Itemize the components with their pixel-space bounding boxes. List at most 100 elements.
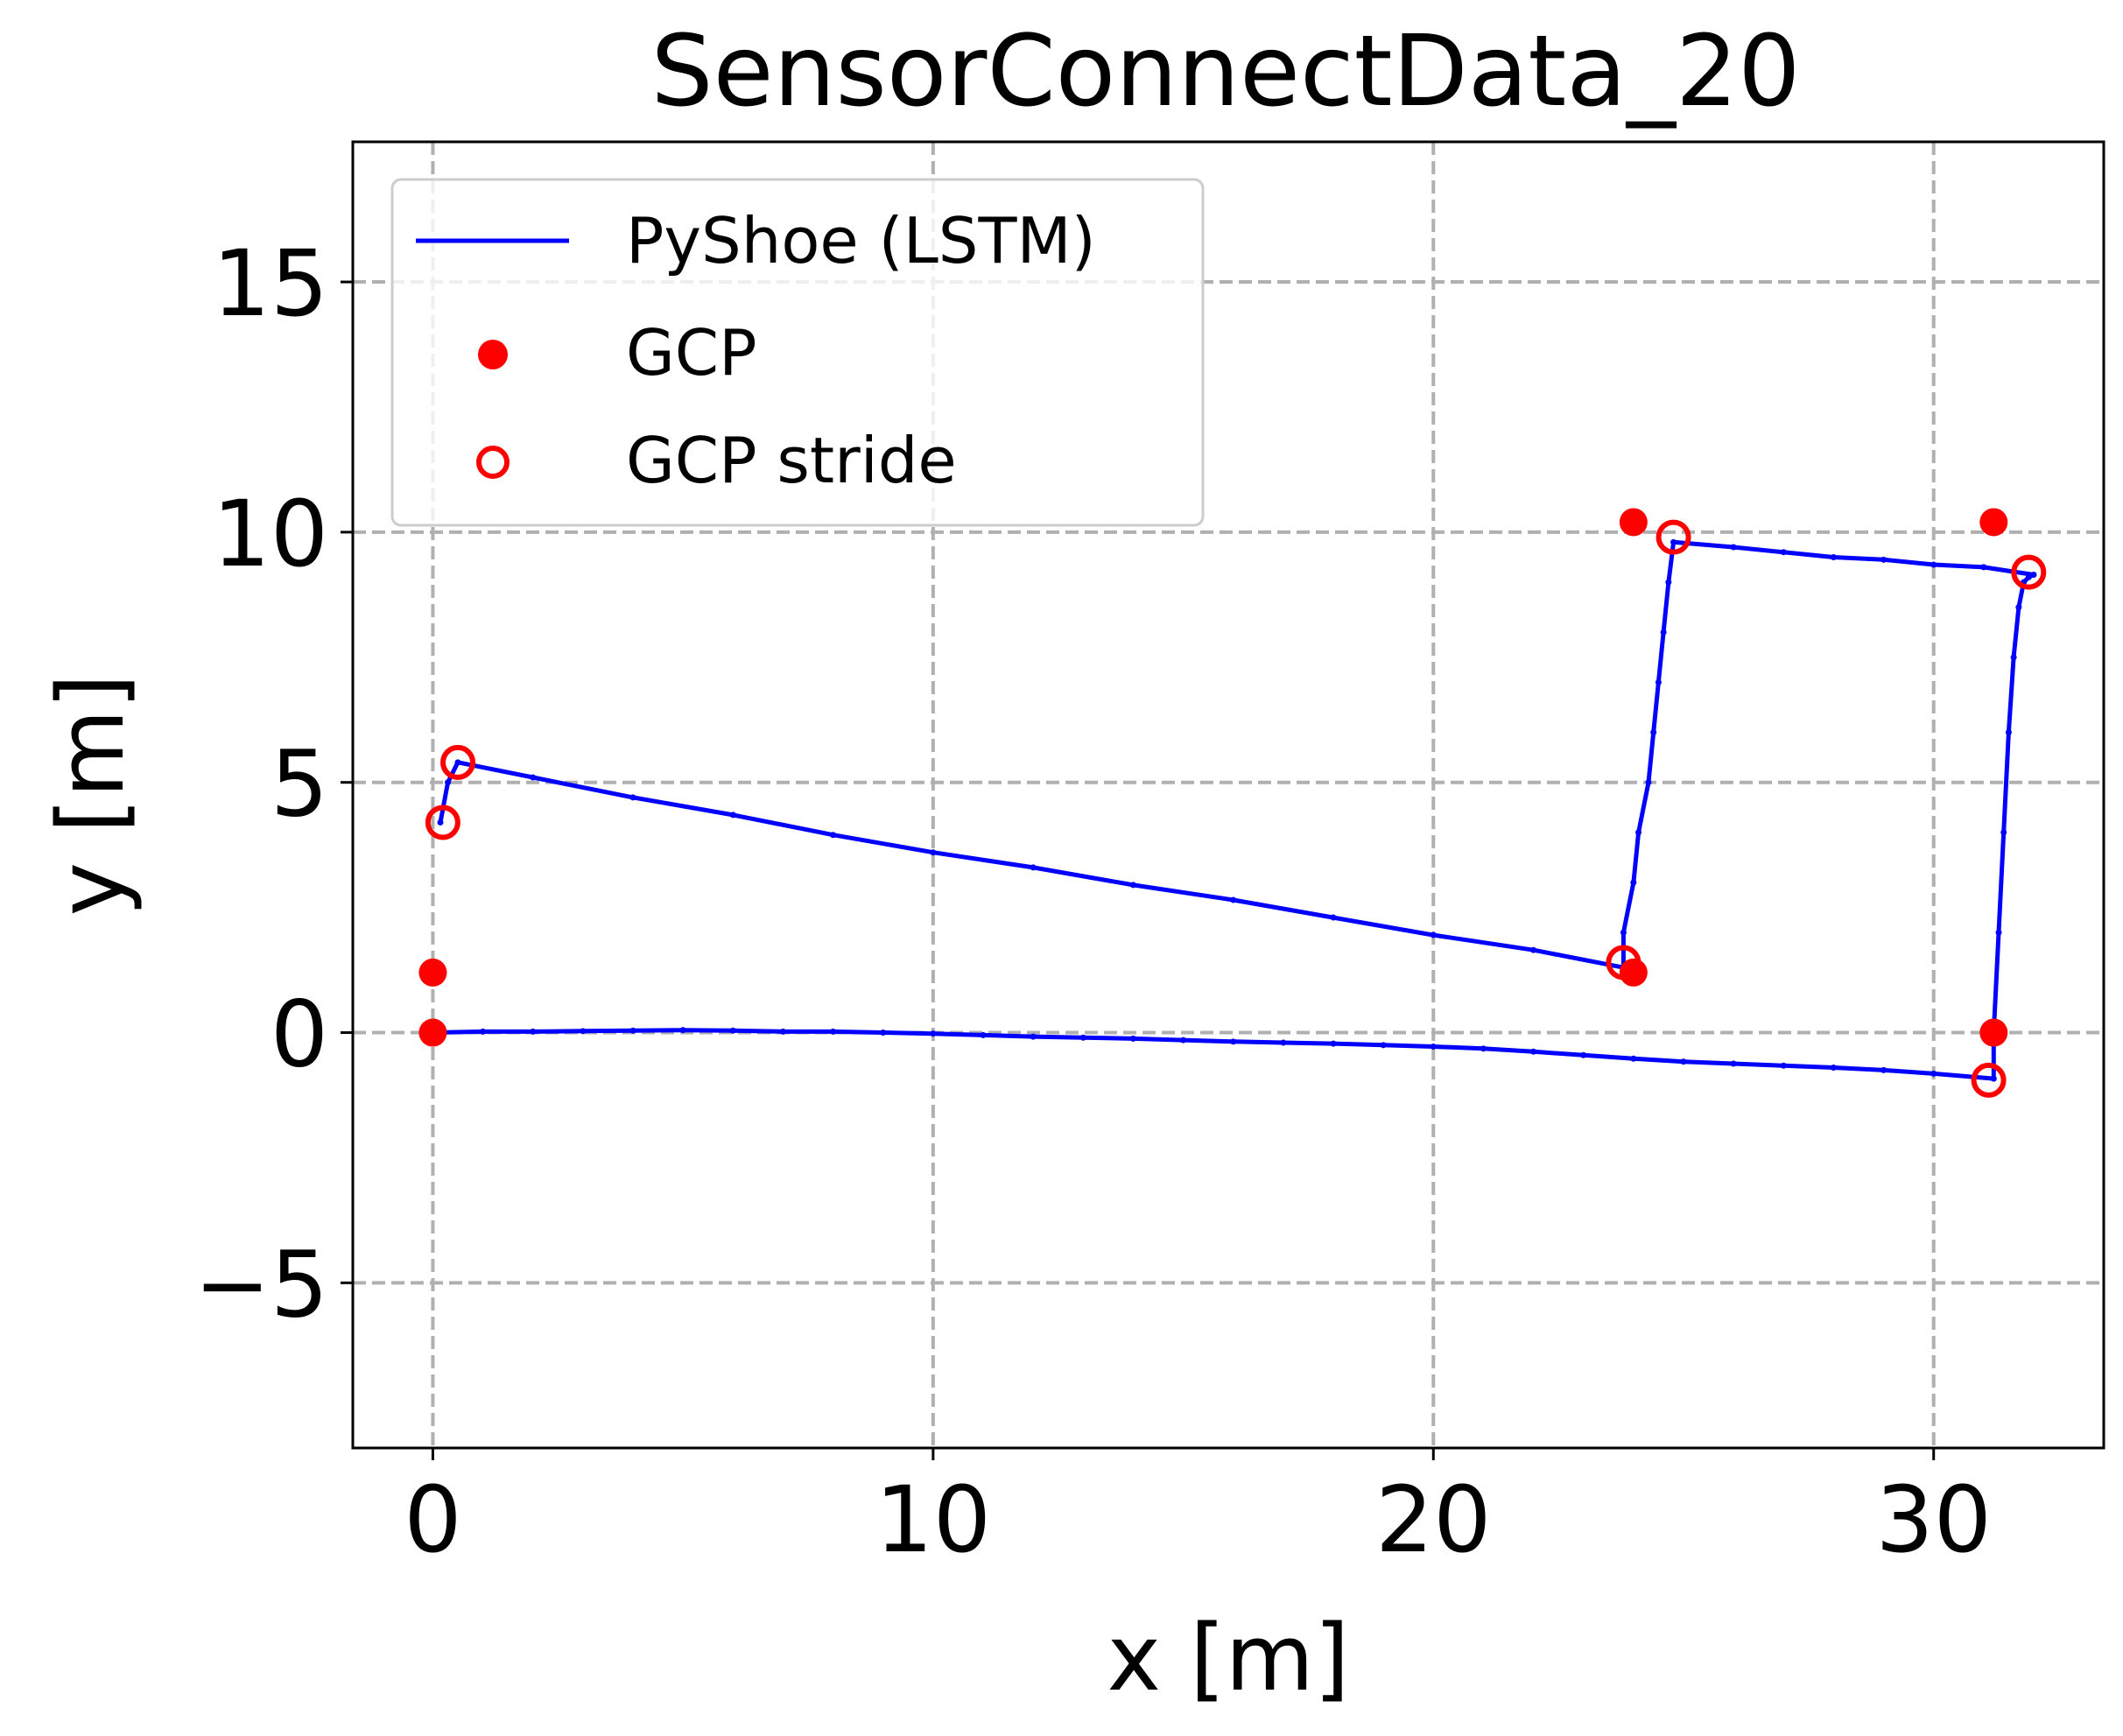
trajectory-point — [1230, 1038, 1237, 1045]
chart-title: SensorConnectData_20 — [651, 15, 1801, 129]
gcp-stride-point — [1971, 1062, 2007, 1098]
trajectory-point — [1830, 553, 1837, 560]
trajectory-point — [1635, 829, 1642, 836]
trajectory-point — [1030, 1033, 1037, 1040]
trajectory-point — [2015, 604, 2022, 611]
legend-label-gcp: GCP — [626, 316, 756, 390]
x-tick-label: 20 — [1375, 1466, 1491, 1573]
trajectory-point — [1230, 896, 1237, 903]
trajectory-point — [1280, 1039, 1287, 1046]
x-tick-label: 0 — [404, 1466, 461, 1573]
trajectory-point — [1079, 1034, 1086, 1041]
trajectory-point — [1380, 1042, 1387, 1049]
trajectory-point — [2025, 573, 2032, 580]
trajectory-point — [1665, 579, 1672, 586]
trajectory-point — [1995, 929, 2002, 936]
trajectory-point — [779, 1028, 786, 1035]
trajectory-point — [1780, 549, 1787, 556]
gcp-stride-point — [425, 805, 460, 840]
trajectory-point — [1430, 1044, 1437, 1051]
trajectory-point — [880, 1030, 887, 1037]
trajectory-point — [729, 812, 736, 819]
trajectory-point — [930, 849, 937, 856]
legend-label-pyshoe: PyShoe (LSTM) — [626, 204, 1096, 278]
x-tick-label: 10 — [875, 1466, 991, 1573]
trajectory-point — [729, 1027, 736, 1034]
gcp-stride-point — [2011, 554, 2047, 590]
data-series — [418, 508, 2047, 1098]
trajectory-point — [629, 794, 636, 801]
trajectory-point — [1129, 1035, 1136, 1042]
trajectory-point — [1830, 1065, 1837, 1072]
trajectory-point — [1660, 629, 1667, 636]
gcp-stride-point — [1606, 945, 1641, 980]
trajectory-point — [1030, 864, 1037, 871]
x-tick-label: 30 — [1876, 1466, 1992, 1573]
gcp-stride-point — [440, 744, 475, 780]
y-tick-label: −5 — [194, 1231, 328, 1338]
trajectory-point — [2000, 829, 2007, 836]
trajectory-point — [1530, 946, 1537, 953]
trajectory-point — [530, 1028, 537, 1035]
trajectory-point — [445, 779, 452, 786]
y-tick-label: 10 — [213, 481, 328, 587]
trajectory-point — [1330, 1040, 1337, 1047]
y-tick-label: 15 — [213, 230, 328, 337]
plot-frame — [351, 140, 2105, 1450]
gcp-point — [1979, 508, 2008, 537]
trajectory-point — [530, 774, 537, 781]
trajectory-point — [1645, 779, 1652, 786]
trajectory-point — [830, 1028, 837, 1035]
trajectory-point — [930, 1030, 937, 1037]
trajectory-point — [1180, 1037, 1187, 1044]
gcp-stride-point — [1656, 519, 1691, 555]
gcp-point — [1619, 508, 1648, 537]
trajectory-point — [1530, 1048, 1537, 1055]
trajectory-point — [1780, 1062, 1787, 1069]
y-axis-label: y [m] — [38, 673, 144, 916]
trajectory-point — [1129, 882, 1136, 889]
gcp-point — [418, 958, 447, 987]
trajectory-point — [480, 1028, 487, 1035]
trajectory-point — [1430, 931, 1437, 938]
trajectory-point — [1580, 1051, 1587, 1058]
trajectory-point — [1650, 729, 1657, 736]
trajectory-point — [1930, 1070, 1937, 1077]
trajectory-point — [437, 819, 444, 826]
gcp-point — [1979, 1018, 2008, 1047]
trajectory-point — [1980, 564, 1987, 571]
x-axis-label: x [m] — [1107, 1605, 1349, 1711]
trajectory-point — [1730, 544, 1737, 551]
trajectory-point — [830, 832, 837, 839]
trajectory-point — [1680, 1058, 1687, 1065]
legend-label-gcp-stride: GCP stride — [626, 424, 957, 497]
trajectory-point — [1730, 1060, 1737, 1067]
trajectory-point — [980, 1031, 987, 1038]
trajectory-point — [2030, 571, 2037, 578]
y-tick-label: 5 — [271, 731, 328, 838]
trajectory-point — [1330, 914, 1337, 921]
trajectory-point — [1630, 879, 1637, 886]
trajectory-point — [1670, 538, 1677, 545]
trajectory-point — [1630, 1055, 1637, 1062]
trajectory-point — [1480, 1045, 1487, 1052]
legend-box — [390, 178, 1205, 527]
y-tick-label: 0 — [271, 981, 328, 1088]
trajectory-point — [1930, 561, 1937, 568]
trajectory-point — [679, 1027, 686, 1034]
trajectory-point — [1655, 678, 1662, 685]
trajectory-point — [1620, 929, 1627, 936]
trajectory-point — [2010, 654, 2017, 661]
legend: PyShoe (LSTM) GCP GCP stride — [390, 178, 1205, 527]
trajectory-point — [2005, 729, 2012, 736]
axis-ticks: 0 10 20 30 −5 0 5 10 15 — [194, 230, 1992, 1573]
gcp-point — [418, 1018, 447, 1047]
trajectory-point — [1880, 1066, 1888, 1073]
trajectory-point — [454, 759, 461, 766]
trajectory-point — [629, 1027, 636, 1034]
trajectory-point — [1990, 1075, 1997, 1082]
trajectory-point — [580, 1028, 587, 1035]
legend-gcp-marker — [478, 340, 508, 369]
legend-gcp-stride-marker — [476, 446, 510, 479]
